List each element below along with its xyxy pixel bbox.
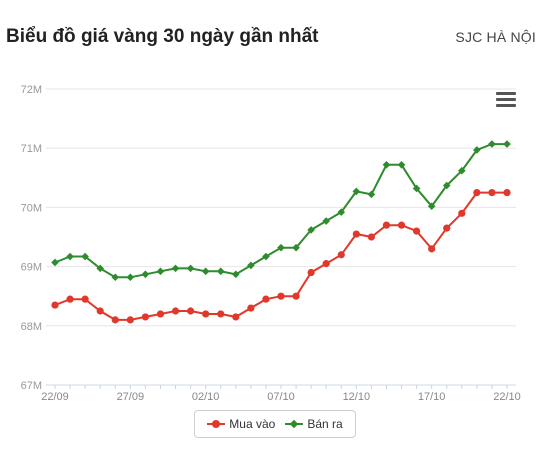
data-point <box>171 307 180 315</box>
data-point <box>503 140 511 148</box>
data-point <box>292 243 300 252</box>
data-point <box>488 140 496 148</box>
grid-lines <box>46 88 516 386</box>
data-point <box>397 160 406 169</box>
data-point <box>503 189 511 197</box>
x-tick-label: 27/09 <box>117 391 145 403</box>
legend-marker-buy <box>207 419 226 429</box>
data-point <box>141 313 149 321</box>
data-point <box>96 307 104 315</box>
legend-item-buy[interactable]: Mua vào <box>207 417 275 431</box>
data-point <box>156 310 165 318</box>
x-tick-label: 17/10 <box>418 391 446 403</box>
y-tick-label: 71M <box>21 143 42 155</box>
data-point <box>111 316 119 324</box>
data-point <box>382 221 391 229</box>
data-point <box>458 209 466 217</box>
y-axis-labels: 67M 68M 69M 70M 71M 72M <box>21 84 42 392</box>
data-point <box>171 264 180 273</box>
data-point <box>81 295 89 303</box>
hamburger-menu-icon[interactable] <box>496 92 516 108</box>
legend-label-buy: Mua vào <box>229 417 276 431</box>
series-sell <box>51 140 511 282</box>
data-point <box>352 230 360 238</box>
x-tick-label: 02/10 <box>192 391 220 403</box>
data-point <box>382 160 391 169</box>
y-tick-label: 68M <box>21 321 42 333</box>
data-point <box>66 252 74 261</box>
data-point <box>367 233 375 241</box>
data-point <box>473 189 481 197</box>
data-point <box>216 267 225 276</box>
data-point <box>352 187 361 196</box>
y-tick-label: 70M <box>21 202 42 214</box>
legend-marker-sell <box>285 419 304 429</box>
data-point <box>442 181 451 190</box>
x-tick-label: 22/09 <box>41 391 69 403</box>
data-point <box>186 264 195 273</box>
series-buy <box>51 189 511 324</box>
data-point <box>126 273 135 282</box>
data-point <box>141 270 150 279</box>
legend: Mua vào Bán ra <box>194 410 356 438</box>
data-point <box>488 189 496 197</box>
data-point <box>292 292 300 300</box>
data-point <box>473 146 481 154</box>
data-point <box>96 264 104 273</box>
data-point <box>277 243 285 252</box>
data-point <box>427 202 436 211</box>
data-point <box>66 295 74 303</box>
chart-title: Biểu đồ giá vàng 30 ngày gần nhất <box>6 26 319 47</box>
data-point <box>51 258 59 267</box>
data-point <box>413 227 421 235</box>
data-point <box>322 217 330 225</box>
data-point <box>51 301 59 309</box>
data-point <box>458 166 466 175</box>
x-tick-label: 07/10 <box>267 391 295 403</box>
data-point <box>367 190 376 199</box>
data-point <box>111 273 120 282</box>
data-point <box>277 292 285 300</box>
data-point <box>201 267 210 276</box>
series-line <box>54 143 507 279</box>
y-tick-label: 67M <box>21 380 42 392</box>
data-point <box>337 208 346 216</box>
data-point <box>247 261 255 270</box>
x-tick-label: 12/10 <box>343 391 371 403</box>
data-point <box>247 304 255 312</box>
data-point <box>322 260 330 268</box>
x-axis: 22/09 27/09 02/10 07/10 12/10 17/10 22/10 <box>41 385 521 403</box>
data-point <box>187 307 195 315</box>
legend-label-sell: Bán ra <box>307 417 343 431</box>
data-point <box>307 226 315 234</box>
data-point <box>81 252 89 261</box>
data-point <box>262 295 270 303</box>
data-point <box>156 267 165 276</box>
series-line <box>54 191 507 321</box>
data-point <box>232 270 240 279</box>
data-point <box>412 184 421 193</box>
data-point <box>262 252 270 261</box>
data-point <box>202 310 210 318</box>
legend-item-sell[interactable]: Bán ra <box>285 417 343 431</box>
data-point <box>428 245 436 253</box>
location-label: SJC HÀ NỘI <box>455 29 536 45</box>
x-tick-label: 22/10 <box>493 391 521 403</box>
data-point <box>397 221 406 229</box>
data-point <box>217 310 225 318</box>
y-tick-label: 69M <box>21 262 42 274</box>
y-tick-label: 72M <box>21 84 42 96</box>
data-point <box>126 316 134 324</box>
data-point <box>307 268 315 277</box>
data-point <box>232 313 240 321</box>
data-point <box>337 251 345 259</box>
series-group <box>51 140 511 324</box>
data-point <box>443 224 451 232</box>
